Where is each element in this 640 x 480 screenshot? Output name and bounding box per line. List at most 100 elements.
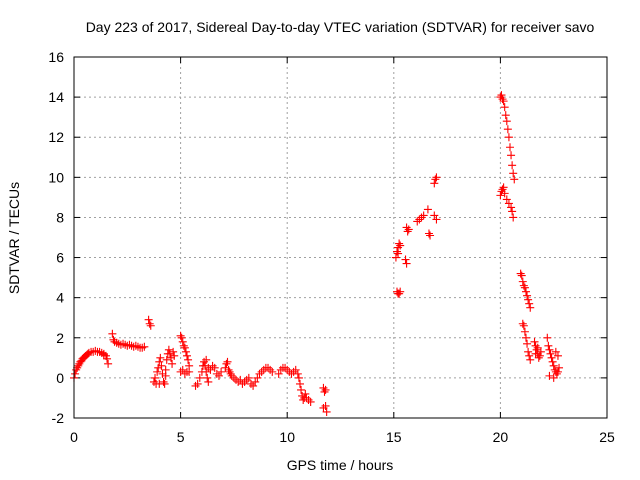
data-point xyxy=(146,321,155,330)
data-point xyxy=(253,373,262,382)
data-point xyxy=(518,277,527,286)
data-point xyxy=(523,291,532,300)
data-point xyxy=(516,269,525,278)
data-point xyxy=(214,371,223,380)
data-point xyxy=(156,353,165,362)
data-point xyxy=(526,303,535,312)
data-point xyxy=(498,95,507,104)
data-point xyxy=(319,403,328,412)
data-point xyxy=(543,333,552,342)
data-point xyxy=(179,341,188,350)
y-tick-label: 12 xyxy=(48,129,64,145)
data-point xyxy=(426,231,435,240)
data-point xyxy=(257,367,266,376)
data-point xyxy=(502,117,511,126)
data-point xyxy=(391,253,400,262)
data-point xyxy=(396,241,405,250)
data-point xyxy=(403,227,412,236)
data-point xyxy=(238,379,247,388)
data-point xyxy=(108,329,117,338)
data-point xyxy=(395,289,404,298)
data-point xyxy=(322,407,331,416)
data-point xyxy=(524,295,533,304)
data-point xyxy=(212,369,221,378)
data-point xyxy=(144,315,153,324)
data-point xyxy=(555,363,564,372)
data-point xyxy=(497,91,506,100)
data-point xyxy=(104,359,113,368)
data-point xyxy=(226,369,235,378)
data-point xyxy=(496,191,505,200)
data-point xyxy=(157,361,166,370)
data-point xyxy=(204,363,213,372)
data-point xyxy=(293,369,302,378)
data-point xyxy=(301,389,310,398)
y-tick-label: 10 xyxy=(48,169,64,185)
data-point xyxy=(162,355,171,364)
data-point xyxy=(178,337,187,346)
y-tick-label: 6 xyxy=(56,250,64,266)
data-point xyxy=(520,283,529,292)
data-point xyxy=(502,195,511,204)
data-point xyxy=(507,151,516,160)
data-point xyxy=(545,371,554,380)
data-point xyxy=(119,339,128,348)
data-point xyxy=(182,351,191,360)
data-point xyxy=(535,351,544,360)
data-point xyxy=(264,363,273,372)
data-point xyxy=(223,357,232,366)
data-point xyxy=(536,347,545,356)
data-point xyxy=(423,205,432,214)
data-point xyxy=(195,373,204,382)
data-point xyxy=(203,373,212,382)
data-point xyxy=(244,373,253,382)
data-point xyxy=(159,377,168,386)
data-point xyxy=(510,175,519,184)
data-point xyxy=(509,213,518,222)
data-point xyxy=(255,369,264,378)
data-point xyxy=(274,369,283,378)
x-tick-label: 25 xyxy=(599,429,615,445)
data-point xyxy=(504,199,513,208)
y-tick-label: 8 xyxy=(56,209,64,225)
data-point xyxy=(413,217,422,226)
data-point xyxy=(508,207,517,216)
data-point xyxy=(168,359,177,368)
data-point xyxy=(184,355,193,364)
data-point xyxy=(206,365,215,374)
data-point xyxy=(430,211,439,220)
data-point xyxy=(91,346,100,355)
data-point xyxy=(193,379,202,388)
data-point xyxy=(402,223,411,232)
gridlines xyxy=(74,57,607,418)
data-point xyxy=(164,345,173,354)
data-point xyxy=(518,319,527,328)
y-tick-label: 4 xyxy=(56,290,64,306)
data-point xyxy=(530,337,539,346)
data-point xyxy=(396,287,405,296)
data-point xyxy=(424,229,433,238)
data-point xyxy=(131,341,140,350)
data-point xyxy=(289,367,298,376)
data-point xyxy=(138,343,147,352)
data-point xyxy=(544,341,553,350)
data-point xyxy=(224,365,233,374)
data-point xyxy=(546,349,555,358)
data-point xyxy=(431,175,440,184)
data-point xyxy=(419,211,428,220)
data-point xyxy=(155,357,164,366)
data-point xyxy=(517,271,526,280)
data-point xyxy=(249,381,258,390)
data-point xyxy=(545,345,554,354)
data-point xyxy=(281,363,290,372)
data-point xyxy=(178,365,187,374)
data-point xyxy=(394,249,403,258)
data-point xyxy=(548,357,557,366)
data-point xyxy=(519,321,528,330)
data-point xyxy=(547,353,556,362)
data-point xyxy=(103,354,112,363)
data-point xyxy=(401,255,410,264)
data-point xyxy=(222,359,231,368)
data-point xyxy=(266,365,275,374)
